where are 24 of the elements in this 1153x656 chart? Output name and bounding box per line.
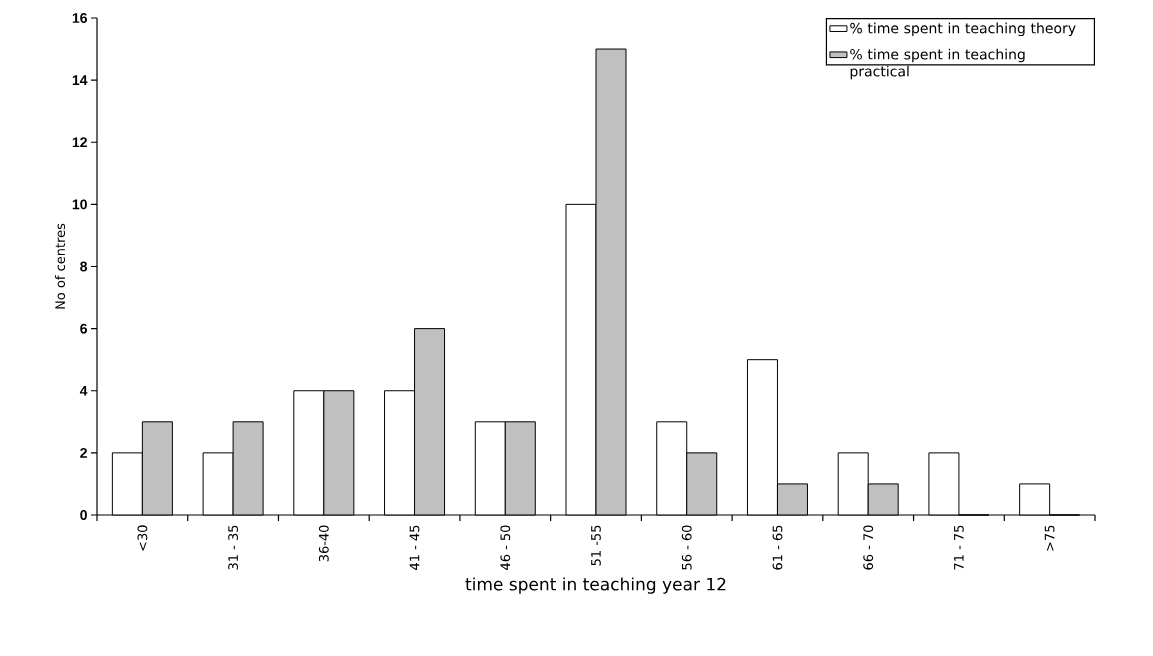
x-axis-title: time spent in teaching year 12	[465, 577, 726, 594]
x-tick-label: >75	[1044, 525, 1055, 551]
x-tick-label: 41 - 45	[409, 525, 420, 570]
y-tick-label: 14	[72, 75, 88, 85]
y-tick-label: 0	[80, 510, 87, 520]
x-tick-label: 56 - 60	[681, 525, 692, 570]
y-tick-label: 12	[72, 137, 87, 148]
y-axis-title: No of centres	[55, 223, 66, 309]
legend-label: % time spent in teaching theory	[850, 22, 1076, 37]
x-tick-label: 61 - 65	[772, 525, 783, 570]
x-tick-label: 46 - 50	[500, 525, 511, 570]
x-tick-label: 51 -55	[591, 525, 601, 566]
x-tick-label: 36-40	[318, 525, 329, 562]
y-tick-label: 16	[72, 13, 87, 23]
y-tick-label: 2	[80, 447, 87, 458]
x-tick-label: <30	[137, 525, 148, 551]
x-tick-label: 66 - 70	[863, 525, 874, 570]
y-tick-label: 10	[72, 199, 87, 210]
x-tick-label: 71 - 75	[954, 525, 964, 570]
y-tick-label: 8	[80, 261, 88, 272]
x-tick-label: 31 - 35	[228, 525, 239, 570]
y-tick-label: 4	[79, 385, 88, 396]
legend-label: % time spent in teaching practical	[850, 48, 1025, 80]
y-tick-label: 6	[80, 323, 87, 334]
